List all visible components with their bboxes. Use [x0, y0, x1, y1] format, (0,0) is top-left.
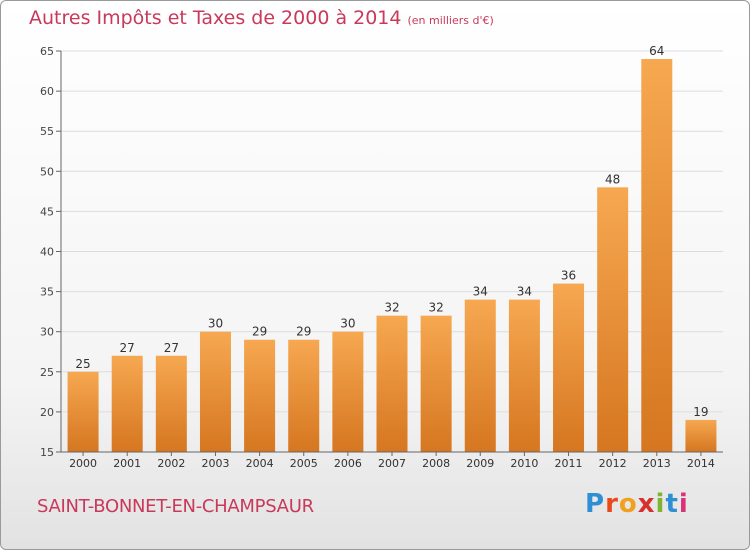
- bar: [67, 371, 99, 452]
- y-tick-label: 20: [40, 406, 54, 419]
- x-tick-label: 2004: [246, 457, 274, 470]
- y-tick-label: 30: [40, 326, 54, 339]
- bar-value-label: 27: [164, 341, 179, 355]
- bar-value-label: 34: [473, 285, 488, 299]
- bar: [155, 355, 187, 452]
- y-tick-label: 25: [40, 366, 54, 379]
- bar: [464, 299, 496, 452]
- y-tick-label: 65: [40, 45, 54, 58]
- x-tick-label: 2001: [113, 457, 141, 470]
- x-tick-label: 2009: [466, 457, 494, 470]
- y-tick-label: 15: [40, 446, 54, 459]
- bar: [288, 339, 320, 452]
- bar-value-label: 64: [649, 44, 664, 58]
- bar: [597, 187, 629, 452]
- bar: [508, 299, 540, 452]
- title-text: Autres Impôts et Taxes de 2000 à 2014: [29, 7, 402, 29]
- bar: [641, 59, 673, 453]
- x-tick-label: 2006: [334, 457, 362, 470]
- bar-value-label: 19: [693, 405, 708, 419]
- bar: [199, 331, 231, 452]
- bar-value-label: 48: [605, 172, 620, 186]
- title-unit: (en milliers d'€): [407, 14, 494, 27]
- bar-value-label: 30: [340, 317, 355, 331]
- bar: [376, 315, 408, 452]
- bars: [67, 59, 717, 453]
- bar-value-label: 27: [120, 341, 135, 355]
- labels: 15 20 25 30 35 40 45 50 55 60 65 25 2000 27 2001 27 2002…: [40, 44, 715, 470]
- y-tick-label: 50: [40, 165, 54, 178]
- x-tick-label: 2008: [422, 457, 450, 470]
- bar-value-label: 32: [384, 301, 399, 315]
- bar: [420, 315, 452, 452]
- y-tick-label: 60: [40, 85, 54, 98]
- x-tick-label: 2011: [555, 457, 583, 470]
- x-tick-label: 2013: [643, 457, 671, 470]
- proxiti-logo: Proxiti: [585, 489, 689, 519]
- bar: [553, 283, 585, 452]
- bar-value-label: 29: [252, 325, 267, 339]
- bar-value-label: 36: [561, 269, 576, 283]
- bar-value-label: 30: [208, 317, 223, 331]
- x-tick-label: 2007: [378, 457, 406, 470]
- y-tick-label: 45: [40, 205, 54, 218]
- bar: [111, 355, 143, 452]
- bar: [685, 419, 717, 452]
- x-tick-label: 2010: [510, 457, 538, 470]
- y-tick-label: 55: [40, 125, 54, 138]
- commune-name: SAINT-BONNET-EN-CHAMPSAUR: [37, 496, 314, 517]
- bar-value-label: 29: [296, 325, 311, 339]
- bar-value-label: 25: [75, 357, 90, 371]
- chart-title: Autres Impôts et Taxes de 2000 à 2014 (en…: [29, 7, 494, 29]
- x-tick-label: 2002: [157, 457, 185, 470]
- x-tick-label: 2000: [69, 457, 97, 470]
- x-tick-label: 2012: [599, 457, 627, 470]
- y-tick-label: 40: [40, 246, 54, 259]
- bar: [244, 339, 276, 452]
- x-tick-label: 2005: [290, 457, 318, 470]
- bar-value-label: 34: [517, 285, 532, 299]
- x-tick-label: 2014: [687, 457, 715, 470]
- axes: [56, 50, 723, 456]
- x-tick-label: 2003: [201, 457, 229, 470]
- y-tick-label: 35: [40, 286, 54, 299]
- bar: [332, 331, 364, 452]
- bar-value-label: 32: [428, 301, 443, 315]
